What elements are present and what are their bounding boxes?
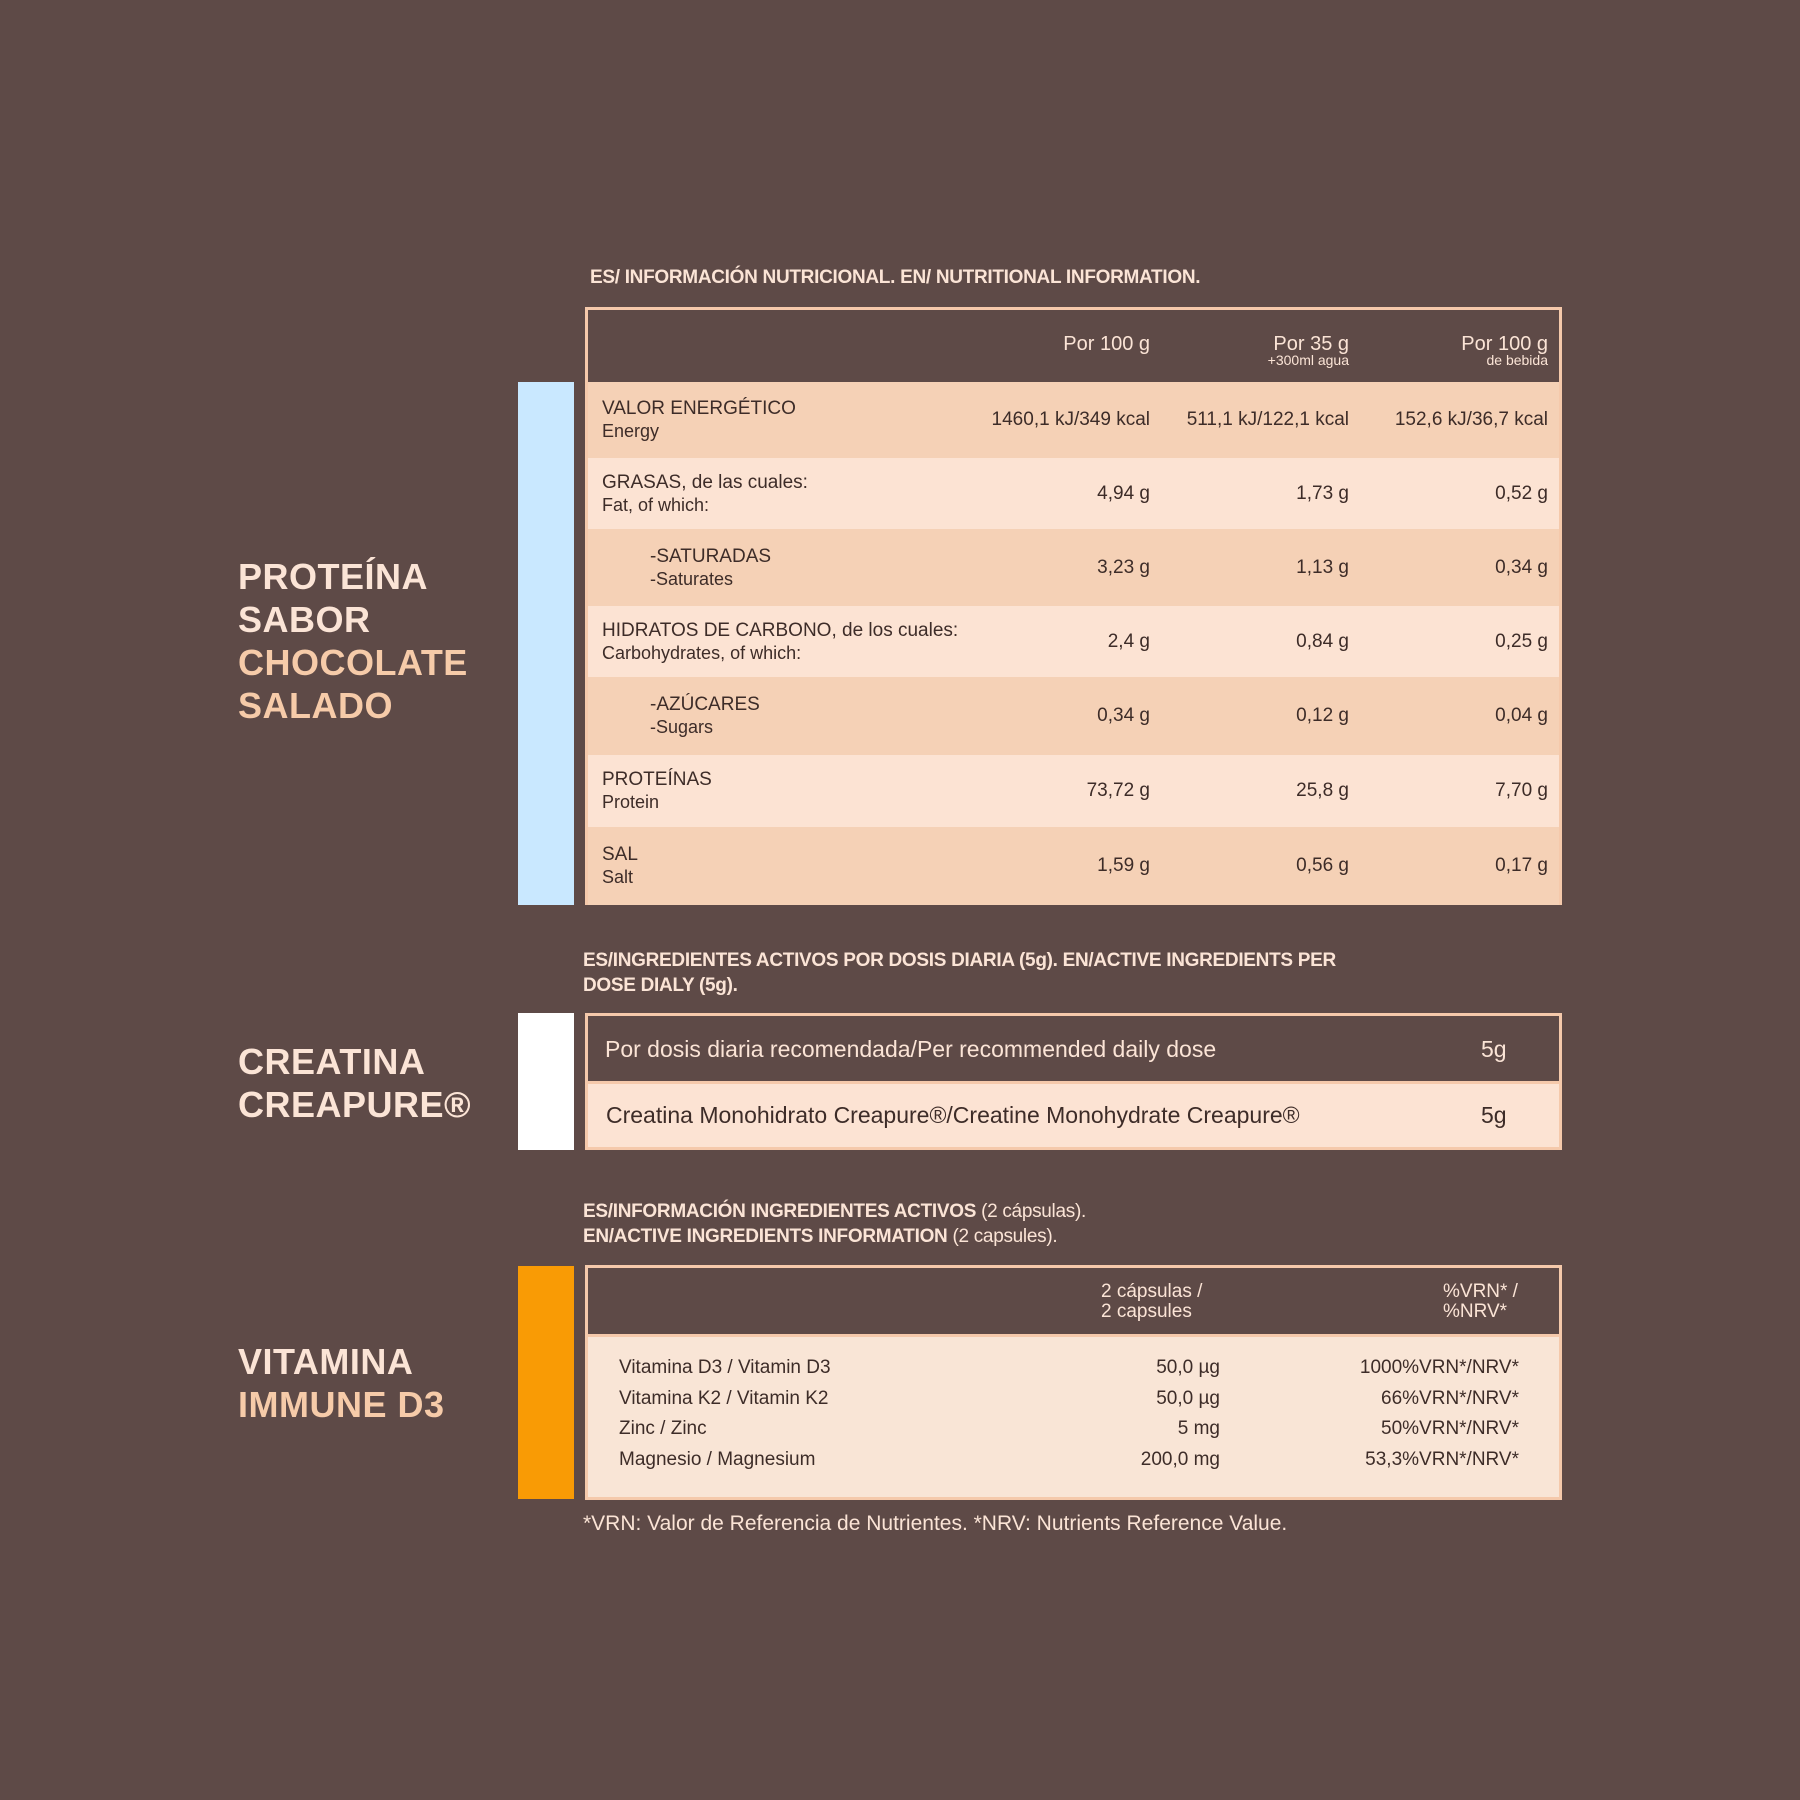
vitamin-vrn: 50%VRN*/NRV* [1381, 1418, 1519, 1439]
table-header: 2 cápsulas /2 capsules %VRN* / %NRV* [588, 1268, 1559, 1334]
protein-product-label: PROTEÍNA SABOR CHOCOLATE SALADO [238, 555, 468, 727]
table-row: SAL Salt 1,59 g 0,56 g 0,17 g [588, 827, 1559, 905]
vitamin-name: Zinc / Zinc [619, 1418, 707, 1439]
nutrient-value: 1,59 g [1097, 855, 1150, 876]
nutrient-value: 0,12 g [1296, 705, 1349, 726]
nutrient-value: 0,17 g [1495, 855, 1548, 876]
creatine-row: Creatina Monohidrato Creapure®/Creatine … [588, 1084, 1559, 1147]
creatine-color-bar [518, 1013, 574, 1150]
vitamin-vrn: 53,3%VRN*/NRV* [1365, 1448, 1519, 1470]
title-line: ES/INGREDIENTES ACTIVOS POR DOSIS DIARIA… [583, 950, 1336, 971]
nutrient-value: 0,04 g [1495, 705, 1548, 726]
vitamin-row: Magnesio / Magnesium 200,0 mg 53,3%VRN*/NR… [588, 1449, 1559, 1480]
nutrient-value: 0,84 g [1296, 630, 1349, 652]
nutrient-label: SAL Salt [602, 844, 638, 887]
vitamin-row: Vitamina K2 / Vitamin K2 50,0 µg 66%VRN*/N… [588, 1388, 1559, 1419]
vitamin-row: Vitamina D3 / Vitamin D3 50,0 µg 1000%VRN*… [588, 1357, 1559, 1388]
nutrition-title: ES/ INFORMACIÓN NUTRICIONAL. EN/ NUTRITI… [590, 267, 1201, 288]
vitamin-name: Vitamina K2 / Vitamin K2 [619, 1387, 829, 1409]
creatine-product-label: CREATINA CREAPURE® [238, 1040, 471, 1126]
column-header: Por 100 g de bebida [1461, 333, 1548, 368]
vitamin-amount: 200,0 mg [1140, 1448, 1220, 1470]
vitamin-vrn: 1000%VRN*/NRV* [1359, 1357, 1519, 1378]
label-line: VITAMINA [238, 1341, 414, 1382]
column-header-amount: 2 cápsulas /2 capsules [1101, 1281, 1203, 1322]
creatine-title: ES/INGREDIENTES ACTIVOS POR DOSIS DIARIA… [583, 948, 1336, 998]
nutrient-label: GRASAS, de las cuales: Fat, of which: [602, 471, 808, 515]
nutrient-value: 73,72 g [1086, 780, 1150, 801]
nutrient-value: 3,23 g [1097, 556, 1150, 578]
dose-value: 5g [1481, 1036, 1507, 1062]
nutrient-label: -SATURADAS -Saturates [650, 545, 772, 589]
footnote: *VRN: Valor de Referencia de Nutrientes.… [583, 1512, 1288, 1535]
table-row: PROTEÍNAS Protein 73,72 g 25,8 g 7,70 g [588, 755, 1559, 827]
nutrient-value: 25,8 g [1296, 780, 1349, 801]
column-header-vrn: %VRN* / %NRV* [1443, 1281, 1518, 1322]
nutrient-value: 1460,1 kJ/349 kcal [991, 409, 1150, 430]
table-row: -AZÚCARES -Sugars 0,34 g 0,12 g 0,04 g [588, 677, 1559, 755]
title-line: DOSE DIALY (5g). [583, 975, 738, 996]
title-line: ES/INFORMACIÓN INGREDIENTES ACTIVOS (2 c… [583, 1201, 1086, 1222]
label-line: SABOR [238, 599, 371, 640]
nutrient-label: PROTEÍNAS Protein [602, 769, 712, 812]
vitamin-body: Vitamina D3 / Vitamin D3 50,0 µg 1000%VRN*… [588, 1337, 1559, 1497]
table-row: GRASAS, de las cuales: Fat, of which: 4,94… [588, 458, 1559, 529]
nutrient-label: HIDRATOS DE CARBONO, de los cuales: Carbo… [602, 619, 959, 663]
vitamin-color-bar [518, 1266, 574, 1499]
vitamin-table: 2 cápsulas /2 capsules %VRN* / %NRV* Vita… [585, 1265, 1562, 1500]
nutrient-value: 2,4 g [1107, 630, 1150, 652]
table-row: VALOR ENERGÉTICO Energy 1460,1 kJ/349 kcal… [588, 382, 1559, 458]
nutrient-label: -AZÚCARES -Sugars [650, 694, 760, 737]
label-line: CHOCOLATE [238, 642, 468, 683]
vitamin-title: ES/INFORMACIÓN INGREDIENTES ACTIVOS (2 c… [583, 1199, 1086, 1249]
vitamin-name: Vitamina D3 / Vitamin D3 [619, 1357, 831, 1378]
nutrient-value: 0,34 g [1495, 556, 1548, 578]
nutrient-value: 1,13 g [1296, 556, 1349, 578]
creatine-table: Por dosis diaria recomendada/Per recomme… [585, 1013, 1562, 1150]
nutrient-value: 0,56 g [1296, 855, 1349, 876]
nutrient-value: 7,70 g [1495, 780, 1548, 801]
nutrient-value: 0,34 g [1097, 705, 1150, 726]
vitamin-amount: 50,0 µg [1156, 1387, 1220, 1409]
column-header: Por 100 g [1063, 333, 1150, 355]
vitamin-row: Zinc / Zinc 5 mg 50%VRN*/NRV* [588, 1418, 1559, 1449]
title-line: EN/ACTIVE INGREDIENTS INFORMATION (2 cap… [583, 1226, 1058, 1247]
vitamin-vrn: 66%VRN*/NRV* [1381, 1387, 1519, 1409]
nutrient-value: 4,94 g [1097, 482, 1150, 504]
vitamin-name: Magnesio / Magnesium [619, 1448, 816, 1470]
label-line: PROTEÍNA [238, 556, 429, 597]
creatine-header-row: Por dosis diaria recomendada/Per recomme… [588, 1016, 1559, 1081]
vitamin-product-label: VITAMINA IMMUNE D3 [238, 1340, 445, 1426]
vitamin-amount: 5 mg [1177, 1418, 1220, 1439]
ingredient-value: 5g [1481, 1102, 1507, 1128]
vitamin-amount: 50,0 µg [1156, 1357, 1220, 1378]
label-line: IMMUNE D3 [238, 1384, 445, 1425]
column-header: Por 35 g +300ml agua [1267, 333, 1349, 368]
nutrient-value: 0,25 g [1495, 630, 1548, 652]
nutrient-value: 1,73 g [1296, 482, 1349, 504]
nutrient-value: 0,52 g [1495, 482, 1548, 504]
protein-color-bar [518, 382, 574, 905]
table-row: HIDRATOS DE CARBONO, de los cuales: Carbo… [588, 606, 1559, 677]
dose-label: Por dosis diaria recomendada/Per recomme… [605, 1036, 1217, 1062]
label-line: CREAPURE® [238, 1084, 472, 1125]
nutrient-label: VALOR ENERGÉTICO Energy [602, 398, 796, 441]
ingredient-label: Creatina Monohidrato Creapure®/Creatine … [606, 1102, 1300, 1128]
table-row: -SATURADAS -Saturates 3,23 g 1,13 g 0,34 g [588, 529, 1559, 606]
nutrient-value: 511,1 kJ/122,1 kcal [1186, 409, 1349, 430]
label-line: SALADO [238, 685, 393, 726]
nutrient-value: 152,6 kJ/36,7 kcal [1394, 409, 1548, 430]
label-line: CREATINA [238, 1041, 426, 1082]
